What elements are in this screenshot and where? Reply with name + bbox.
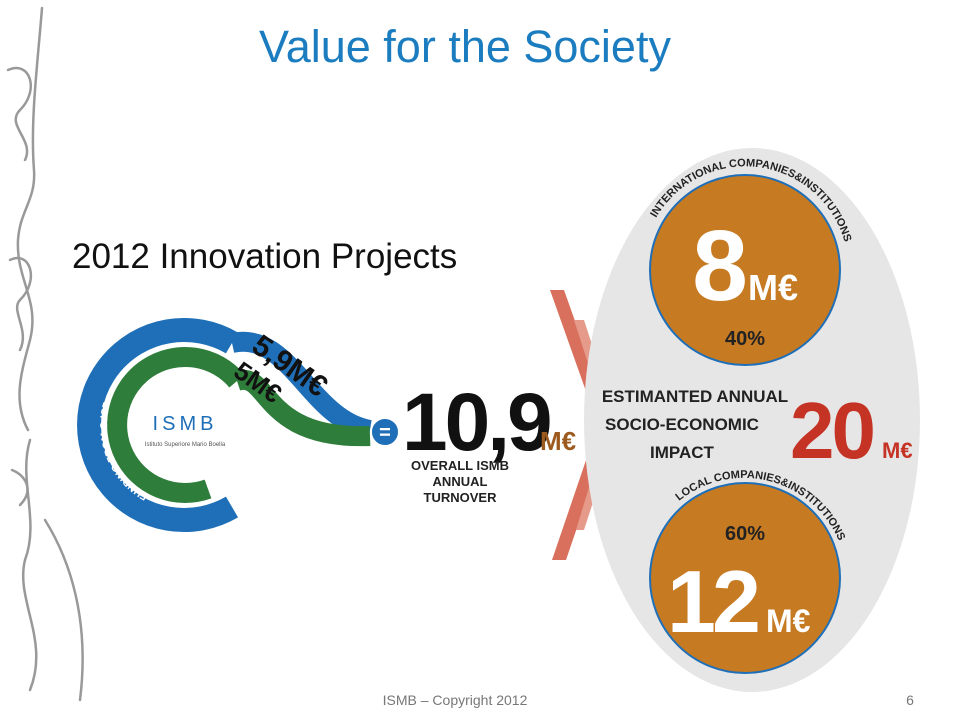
equals-sign: =: [379, 422, 391, 444]
international-amount: 8: [692, 210, 748, 322]
page-number: 6: [906, 692, 914, 708]
turnover-caption: ANNUAL: [433, 474, 488, 489]
international-circle: [649, 174, 841, 366]
impact-caption: ESTIMANTED ANNUAL: [602, 387, 788, 406]
impact-unit: M€: [882, 438, 913, 463]
local-unit: M€: [766, 603, 811, 639]
logo-caption: Istituto Superiore Mario Boella: [145, 442, 226, 448]
local-share: 60%: [725, 523, 765, 545]
local-amount: 12: [667, 552, 758, 651]
impact-caption: IMPACT: [650, 443, 715, 462]
blue-arc: [77, 318, 239, 532]
blue-band: [229, 331, 373, 440]
turnover-unit: M€: [540, 426, 576, 456]
green-arc: [107, 346, 245, 503]
turnover-caption: TURNOVER: [424, 490, 498, 505]
international-share: 40%: [725, 328, 765, 350]
international-unit: M€: [748, 267, 798, 308]
impact-amount: 20: [790, 386, 873, 475]
impact-caption: SOCIO-ECONOMIC: [605, 415, 759, 434]
slide-title: Value for the Society: [259, 21, 671, 72]
signature: [6, 6, 84, 702]
local-circle: [649, 482, 841, 674]
turnover-caption: OVERALL ISMB: [411, 458, 509, 473]
funding-graphic: FUNDING FROM CdSP ISMB Istituto Superior…: [77, 318, 400, 532]
equals-circle: [370, 417, 400, 447]
turnover-amount: 10,9: [402, 377, 550, 468]
green-band: [233, 369, 371, 447]
footer-text: ISMB – Copyright 2012: [383, 692, 528, 708]
logo-name: ISMB: [153, 413, 218, 435]
subtitle: 2012 Innovation Projects: [72, 237, 457, 276]
